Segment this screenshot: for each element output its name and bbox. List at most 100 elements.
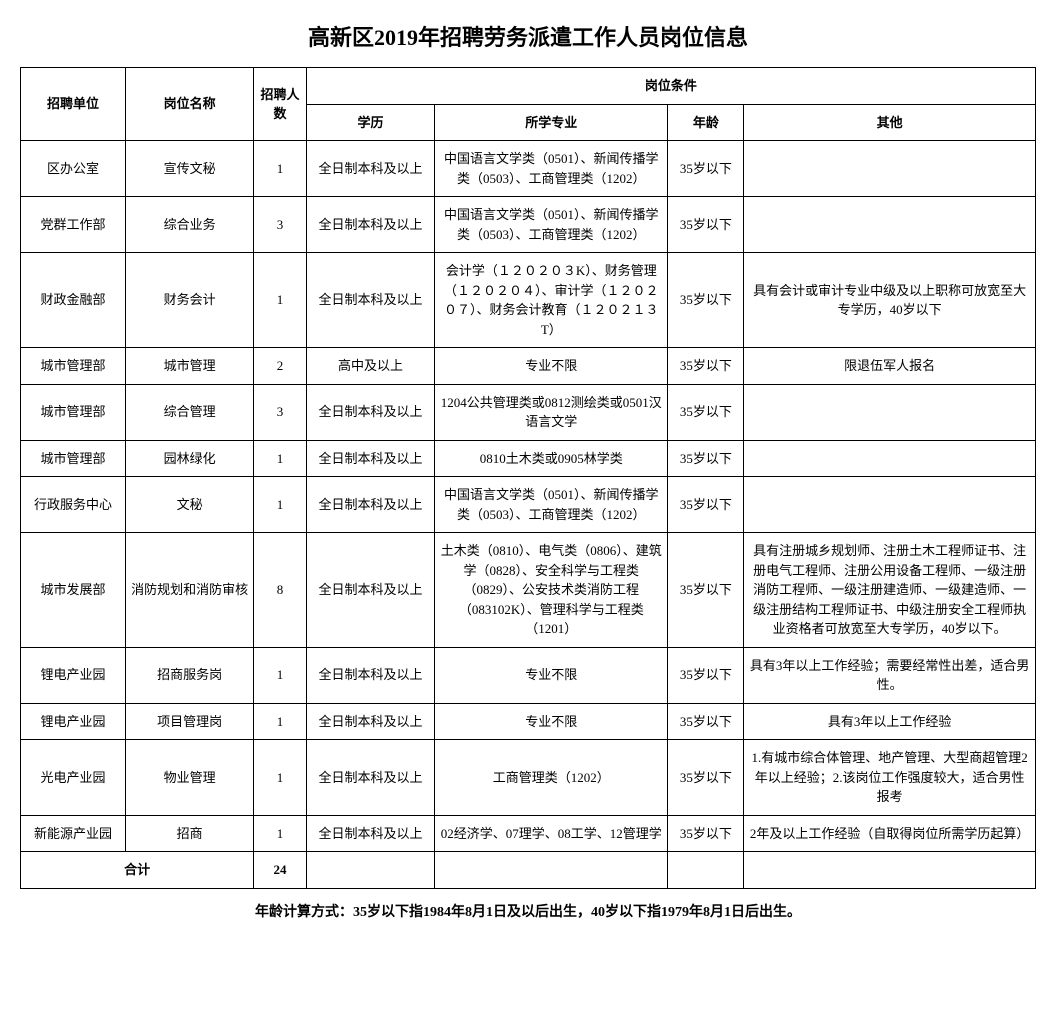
cell-unit: 光电产业园 (21, 740, 126, 816)
cell-other (744, 440, 1036, 477)
cell-unit: 城市发展部 (21, 533, 126, 648)
cell-unit: 区办公室 (21, 141, 126, 197)
cell-unit: 城市管理部 (21, 440, 126, 477)
cell-major: 专业不限 (435, 703, 668, 740)
cell-age: 35岁以下 (668, 477, 744, 533)
cell-other: 具有注册城乡规划师、注册土木工程师证书、注册电气工程师、注册公用设备工程师、一级… (744, 533, 1036, 648)
cell-position: 项目管理岗 (125, 703, 253, 740)
cell-unit: 锂电产业园 (21, 647, 126, 703)
cell-age: 35岁以下 (668, 348, 744, 385)
cell-count: 3 (254, 384, 306, 440)
cell-count: 1 (254, 440, 306, 477)
table-row: 区办公室 宣传文秘 1 全日制本科及以上 中国语言文学类（0501）、新闻传播学… (21, 141, 1036, 197)
cell-other (744, 141, 1036, 197)
cell-count: 1 (254, 703, 306, 740)
table-row: 光电产业园 物业管理 1 全日制本科及以上 工商管理类（1202） 35岁以下 … (21, 740, 1036, 816)
table-row: 锂电产业园 项目管理岗 1 全日制本科及以上 专业不限 35岁以下 具有3年以上… (21, 703, 1036, 740)
header-row-1: 招聘单位 岗位名称 招聘人数 岗位条件 (21, 68, 1036, 105)
cell-unit: 行政服务中心 (21, 477, 126, 533)
table-row: 锂电产业园 招商服务岗 1 全日制本科及以上 专业不限 35岁以下 具有3年以上… (21, 647, 1036, 703)
header-unit: 招聘单位 (21, 68, 126, 141)
cell-age: 35岁以下 (668, 384, 744, 440)
cell-count: 1 (254, 477, 306, 533)
cell-education: 全日制本科及以上 (306, 477, 434, 533)
cell-unit: 党群工作部 (21, 197, 126, 253)
footnote: 年龄计算方式：35岁以下指1984年8月1日及以后出生，40岁以下指1979年8… (20, 901, 1036, 921)
cell-other: 具有会计或审计专业中级及以上职称可放宽至大专学历，40岁以下 (744, 253, 1036, 348)
cell-position: 招商服务岗 (125, 647, 253, 703)
cell-education: 全日制本科及以上 (306, 703, 434, 740)
cell-unit: 财政金融部 (21, 253, 126, 348)
cell-position: 园林绿化 (125, 440, 253, 477)
cell-age: 35岁以下 (668, 703, 744, 740)
cell-other (744, 384, 1036, 440)
cell-count: 8 (254, 533, 306, 648)
cell-major: 专业不限 (435, 647, 668, 703)
cell-age: 35岁以下 (668, 815, 744, 852)
table-row: 城市管理部 园林绿化 1 全日制本科及以上 0810土木类或0905林学类 35… (21, 440, 1036, 477)
cell-count: 1 (254, 141, 306, 197)
cell-other: 限退伍军人报名 (744, 348, 1036, 385)
header-position: 岗位名称 (125, 68, 253, 141)
cell-count: 1 (254, 647, 306, 703)
page-title: 高新区2019年招聘劳务派遣工作人员岗位信息 (20, 20, 1036, 52)
cell-education: 全日制本科及以上 (306, 533, 434, 648)
cell-major: 中国语言文学类（0501）、新闻传播学类（0503）、工商管理类（1202） (435, 197, 668, 253)
header-education: 学历 (306, 104, 434, 141)
table-row: 党群工作部 综合业务 3 全日制本科及以上 中国语言文学类（0501）、新闻传播… (21, 197, 1036, 253)
cell-education: 全日制本科及以上 (306, 253, 434, 348)
cell-position: 文秘 (125, 477, 253, 533)
cell-count: 1 (254, 253, 306, 348)
cell-count: 1 (254, 815, 306, 852)
cell-other: 2年及以上工作经验（自取得岗位所需学历起算） (744, 815, 1036, 852)
total-count: 24 (254, 852, 306, 889)
cell-education: 全日制本科及以上 (306, 740, 434, 816)
cell-education: 全日制本科及以上 (306, 197, 434, 253)
cell-major: 专业不限 (435, 348, 668, 385)
header-age: 年龄 (668, 104, 744, 141)
table-body: 区办公室 宣传文秘 1 全日制本科及以上 中国语言文学类（0501）、新闻传播学… (21, 141, 1036, 889)
job-table: 招聘单位 岗位名称 招聘人数 岗位条件 学历 所学专业 年龄 其他 区办公室 宣… (20, 67, 1036, 889)
cell-age: 35岁以下 (668, 197, 744, 253)
header-other: 其他 (744, 104, 1036, 141)
cell-education: 全日制本科及以上 (306, 815, 434, 852)
cell-education: 全日制本科及以上 (306, 647, 434, 703)
table-row: 财政金融部 财务会计 1 全日制本科及以上 会计学（１２０２０３K）、财务管理（… (21, 253, 1036, 348)
cell-age: 35岁以下 (668, 253, 744, 348)
table-row: 城市管理部 城市管理 2 高中及以上 专业不限 35岁以下 限退伍军人报名 (21, 348, 1036, 385)
cell-age: 35岁以下 (668, 647, 744, 703)
table-row: 城市发展部 消防规划和消防审核 8 全日制本科及以上 土木类（0810）、电气类… (21, 533, 1036, 648)
total-label: 合计 (21, 852, 254, 889)
cell-unit: 新能源产业园 (21, 815, 126, 852)
cell-education: 全日制本科及以上 (306, 384, 434, 440)
table-row: 行政服务中心 文秘 1 全日制本科及以上 中国语言文学类（0501）、新闻传播学… (21, 477, 1036, 533)
cell-unit: 锂电产业园 (21, 703, 126, 740)
header-count: 招聘人数 (254, 68, 306, 141)
cell-major: 会计学（１２０２０３K）、财务管理（１２０２０４）、审计学（１２０２０７）、财务… (435, 253, 668, 348)
table-row: 城市管理部 综合管理 3 全日制本科及以上 1204公共管理类或0812测绘类或… (21, 384, 1036, 440)
total-empty (668, 852, 744, 889)
cell-count: 3 (254, 197, 306, 253)
cell-age: 35岁以下 (668, 440, 744, 477)
cell-age: 35岁以下 (668, 740, 744, 816)
cell-major: 中国语言文学类（0501）、新闻传播学类（0503）、工商管理类（1202） (435, 141, 668, 197)
cell-other (744, 197, 1036, 253)
cell-position: 消防规划和消防审核 (125, 533, 253, 648)
cell-major: 0810土木类或0905林学类 (435, 440, 668, 477)
cell-position: 财务会计 (125, 253, 253, 348)
cell-major: 中国语言文学类（0501）、新闻传播学类（0503）、工商管理类（1202） (435, 477, 668, 533)
total-empty (306, 852, 434, 889)
table-row: 新能源产业园 招商 1 全日制本科及以上 02经济学、07理学、08工学、12管… (21, 815, 1036, 852)
cell-education: 高中及以上 (306, 348, 434, 385)
cell-major: 1204公共管理类或0812测绘类或0501汉语言文学 (435, 384, 668, 440)
cell-age: 35岁以下 (668, 533, 744, 648)
cell-other (744, 477, 1036, 533)
cell-position: 宣传文秘 (125, 141, 253, 197)
cell-unit: 城市管理部 (21, 348, 126, 385)
cell-position: 城市管理 (125, 348, 253, 385)
cell-count: 1 (254, 740, 306, 816)
cell-other: 1.有城市综合体管理、地产管理、大型商超管理2年以上经验；2.该岗位工作强度较大… (744, 740, 1036, 816)
cell-education: 全日制本科及以上 (306, 141, 434, 197)
cell-education: 全日制本科及以上 (306, 440, 434, 477)
cell-major: 工商管理类（1202） (435, 740, 668, 816)
